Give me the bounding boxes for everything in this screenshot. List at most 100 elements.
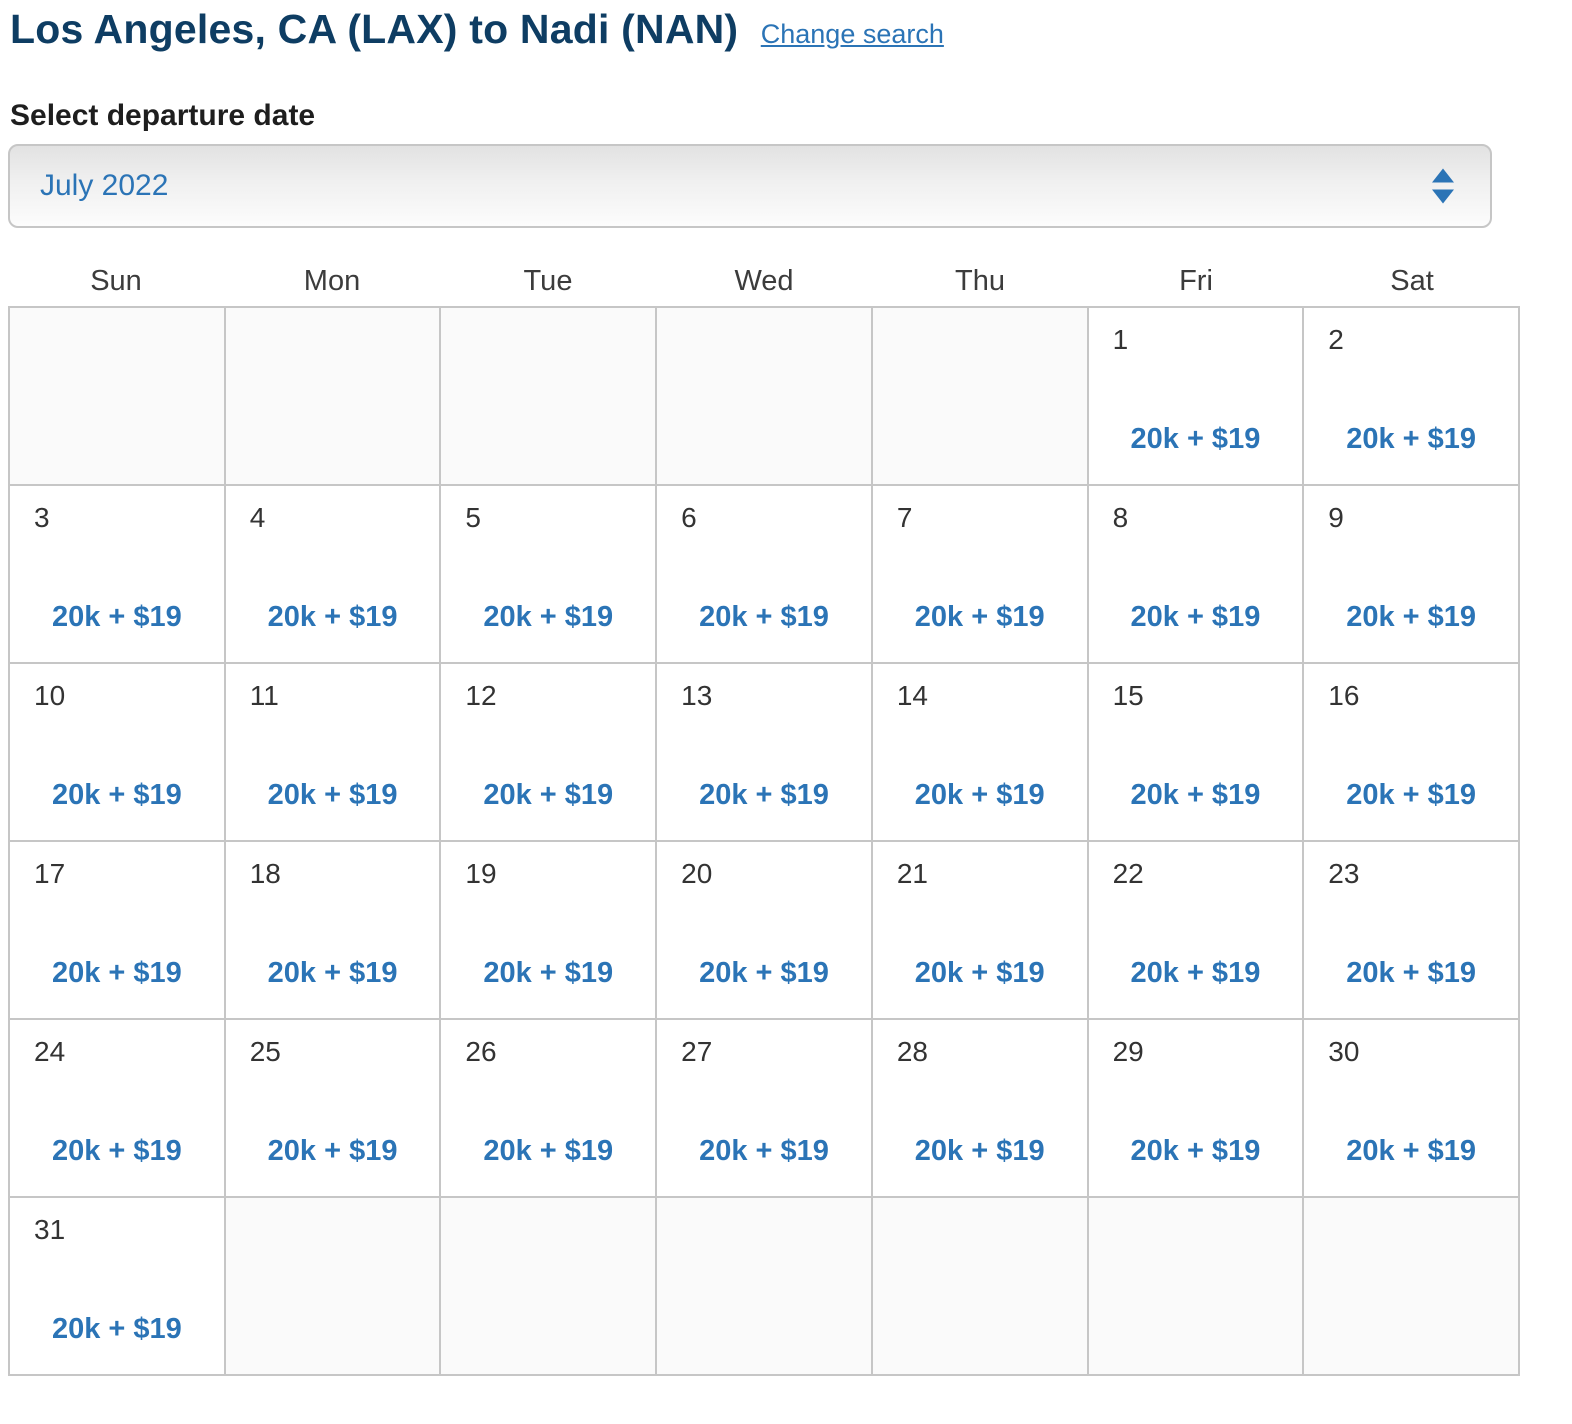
day-number: 14 [896, 680, 928, 711]
calendar-day-3[interactable]: 3 20k + $19 [10, 486, 226, 664]
calendar-day-9[interactable]: 9 20k + $19 [1304, 486, 1520, 664]
award-price-link[interactable]: 20k + $19 [1130, 1135, 1261, 1167]
weekday-header-mon: Mon [303, 264, 361, 297]
calendar-day-15[interactable]: 15 20k + $19 [1088, 664, 1305, 842]
award-price-link[interactable]: 20k + $19 [1130, 423, 1261, 455]
calendar-day-6[interactable]: 6 20k + $19 [657, 486, 873, 664]
calendar-empty-cell [441, 1198, 658, 1376]
calendar-day-24[interactable]: 24 20k + $19 [10, 1020, 226, 1198]
award-price-link[interactable]: 20k + $19 [699, 779, 829, 811]
calendar-day-22[interactable]: 22 20k + $19 [1088, 842, 1305, 1020]
award-price-link[interactable]: 20k + $19 [699, 957, 829, 989]
award-price-link[interactable]: 20k + $19 [699, 601, 829, 633]
day-number: 25 [249, 1036, 281, 1067]
day-number: 2 [1328, 324, 1344, 355]
award-price-link[interactable]: 20k + $19 [51, 1135, 182, 1167]
award-price-link[interactable]: 20k + $19 [483, 601, 614, 633]
calendar-day-27[interactable]: 27 20k + $19 [657, 1020, 873, 1198]
day-number: 24 [34, 1036, 66, 1067]
award-price-link[interactable]: 20k + $19 [51, 779, 182, 811]
calendar-day-5[interactable]: 5 20k + $19 [441, 486, 658, 664]
calendar-day-28[interactable]: 28 20k + $19 [872, 1020, 1089, 1198]
day-number: 16 [1328, 680, 1360, 711]
day-number: 19 [465, 858, 497, 889]
award-price-link[interactable]: 20k + $19 [1346, 601, 1477, 633]
award-price-link[interactable]: 20k + $19 [914, 601, 1045, 633]
award-price-link[interactable]: 20k + $19 [51, 957, 182, 989]
award-price-link[interactable]: 20k + $19 [267, 1135, 398, 1167]
calendar-day-29[interactable]: 29 20k + $19 [1088, 1020, 1305, 1198]
weekday-header-fri: Fri [1179, 264, 1213, 297]
calendar-day-21[interactable]: 21 20k + $19 [872, 842, 1089, 1020]
page-header: Los Angeles, CA (LAX) to Nadi (NAN) Chan… [10, 6, 1572, 53]
calendar-empty-cell [872, 308, 1089, 486]
day-number: 23 [1328, 858, 1360, 889]
day-number: 20 [681, 858, 713, 889]
calendar-day-10[interactable]: 10 20k + $19 [10, 664, 226, 842]
weekday-header-row: Sun Mon Tue Wed Thu Fri Sat [8, 256, 1520, 306]
calendar-empty-cell [441, 308, 658, 486]
day-number: 30 [1328, 1036, 1360, 1067]
calendar-empty-cell [657, 308, 873, 486]
calendar-day-26[interactable]: 26 20k + $19 [441, 1020, 658, 1198]
day-number: 3 [34, 502, 50, 533]
award-price-link[interactable]: 20k + $19 [483, 779, 614, 811]
page-title: Los Angeles, CA (LAX) to Nadi (NAN) [10, 6, 739, 52]
calendar-day-25[interactable]: 25 20k + $19 [225, 1020, 442, 1198]
day-number: 12 [465, 680, 497, 711]
day-number: 8 [1112, 502, 1129, 533]
award-price-link[interactable]: 20k + $19 [1130, 601, 1261, 633]
award-price-link[interactable]: 20k + $19 [51, 1313, 182, 1345]
award-price-link[interactable]: 20k + $19 [267, 601, 398, 633]
day-number: 5 [465, 502, 481, 533]
day-number: 28 [896, 1036, 928, 1067]
calendar-day-31[interactable]: 31 20k + $19 [10, 1198, 226, 1376]
award-price-link[interactable]: 20k + $19 [1346, 957, 1477, 989]
calendar-day-23[interactable]: 23 20k + $19 [1304, 842, 1520, 1020]
calendar-day-18[interactable]: 18 20k + $19 [225, 842, 442, 1020]
calendar-day-13[interactable]: 13 20k + $19 [657, 664, 873, 842]
calendar-empty-cell [225, 308, 442, 486]
award-price-link[interactable]: 20k + $19 [914, 779, 1045, 811]
weekday-header-sun: Sun [90, 264, 142, 297]
month-select[interactable]: July 2022 [8, 144, 1492, 228]
departure-date-label: Select departure date [10, 99, 316, 132]
calendar-day-1[interactable]: 1 20k + $19 [1088, 308, 1305, 486]
calendar-empty-cell [10, 308, 226, 486]
calendar-day-12[interactable]: 12 20k + $19 [441, 664, 658, 842]
calendar-day-2[interactable]: 2 20k + $19 [1304, 308, 1520, 486]
change-search-link[interactable]: Change search [760, 19, 944, 49]
award-price-link[interactable]: 20k + $19 [483, 1135, 614, 1167]
calendar-day-14[interactable]: 14 20k + $19 [872, 664, 1089, 842]
day-number: 22 [1112, 858, 1144, 889]
calendar-day-30[interactable]: 30 20k + $19 [1304, 1020, 1520, 1198]
award-price-link[interactable]: 20k + $19 [699, 1135, 829, 1167]
award-price-link[interactable]: 20k + $19 [1130, 779, 1261, 811]
select-spinner-icon [1432, 168, 1454, 204]
day-number: 7 [896, 502, 913, 533]
award-price-link[interactable]: 20k + $19 [267, 779, 398, 811]
weekday-header-thu: Thu [955, 264, 1005, 297]
weekday-header-tue: Tue [523, 264, 573, 297]
award-price-link[interactable]: 20k + $19 [1346, 423, 1477, 455]
award-price-link[interactable]: 20k + $19 [1346, 779, 1477, 811]
day-number: 13 [681, 680, 713, 711]
day-number: 27 [681, 1036, 713, 1067]
award-price-link[interactable]: 20k + $19 [914, 1135, 1045, 1167]
weekday-header-wed: Wed [734, 264, 794, 297]
day-number: 17 [34, 858, 66, 889]
award-price-link[interactable]: 20k + $19 [1346, 1135, 1477, 1167]
award-price-link[interactable]: 20k + $19 [1130, 957, 1261, 989]
calendar-day-11[interactable]: 11 20k + $19 [225, 664, 442, 842]
award-price-link[interactable]: 20k + $19 [483, 957, 614, 989]
calendar-day-4[interactable]: 4 20k + $19 [225, 486, 442, 664]
award-price-link[interactable]: 20k + $19 [51, 601, 182, 633]
calendar-day-20[interactable]: 20 20k + $19 [657, 842, 873, 1020]
calendar-day-17[interactable]: 17 20k + $19 [10, 842, 226, 1020]
award-price-link[interactable]: 20k + $19 [914, 957, 1045, 989]
calendar-day-16[interactable]: 16 20k + $19 [1304, 664, 1520, 842]
award-price-link[interactable]: 20k + $19 [267, 957, 398, 989]
calendar-day-7[interactable]: 7 20k + $19 [872, 486, 1089, 664]
calendar-day-19[interactable]: 19 20k + $19 [441, 842, 658, 1020]
calendar-day-8[interactable]: 8 20k + $19 [1088, 486, 1305, 664]
